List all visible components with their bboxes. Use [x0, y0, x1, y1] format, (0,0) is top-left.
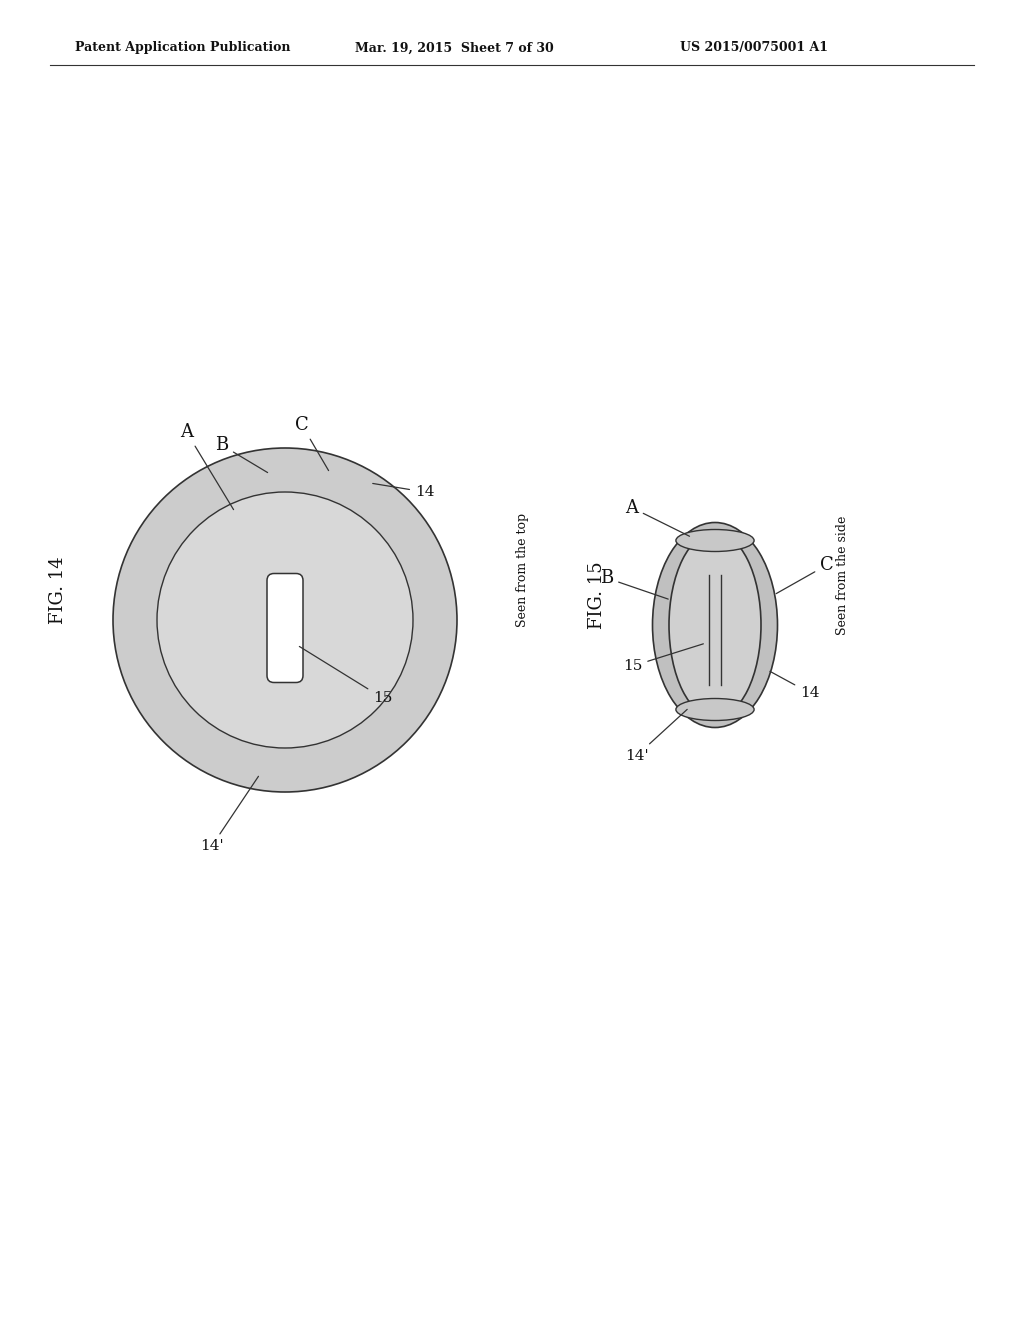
Text: B: B	[600, 569, 669, 599]
Text: Patent Application Publication: Patent Application Publication	[75, 41, 291, 54]
Text: Seen from the top: Seen from the top	[515, 513, 528, 627]
Text: 14: 14	[373, 483, 434, 499]
Circle shape	[113, 447, 457, 792]
Ellipse shape	[676, 529, 754, 552]
Ellipse shape	[652, 523, 777, 727]
Text: Seen from the side: Seen from the side	[836, 515, 849, 635]
Text: A: A	[180, 422, 233, 510]
Text: 15: 15	[299, 647, 392, 705]
Circle shape	[157, 492, 413, 748]
Text: 14': 14'	[200, 776, 258, 853]
Text: A: A	[625, 499, 689, 536]
Text: B: B	[215, 436, 267, 473]
Text: FIG. 15: FIG. 15	[589, 561, 606, 628]
Text: US 2015/0075001 A1: US 2015/0075001 A1	[680, 41, 828, 54]
Text: C: C	[295, 416, 329, 471]
Text: 15: 15	[623, 644, 703, 673]
Text: Mar. 19, 2015  Sheet 7 of 30: Mar. 19, 2015 Sheet 7 of 30	[355, 41, 554, 54]
Ellipse shape	[669, 532, 761, 718]
Text: FIG. 14: FIG. 14	[49, 556, 67, 624]
Text: 14': 14'	[625, 709, 687, 763]
Ellipse shape	[676, 698, 754, 721]
FancyBboxPatch shape	[267, 573, 303, 682]
Text: 14: 14	[770, 672, 819, 700]
Text: C: C	[776, 556, 834, 594]
